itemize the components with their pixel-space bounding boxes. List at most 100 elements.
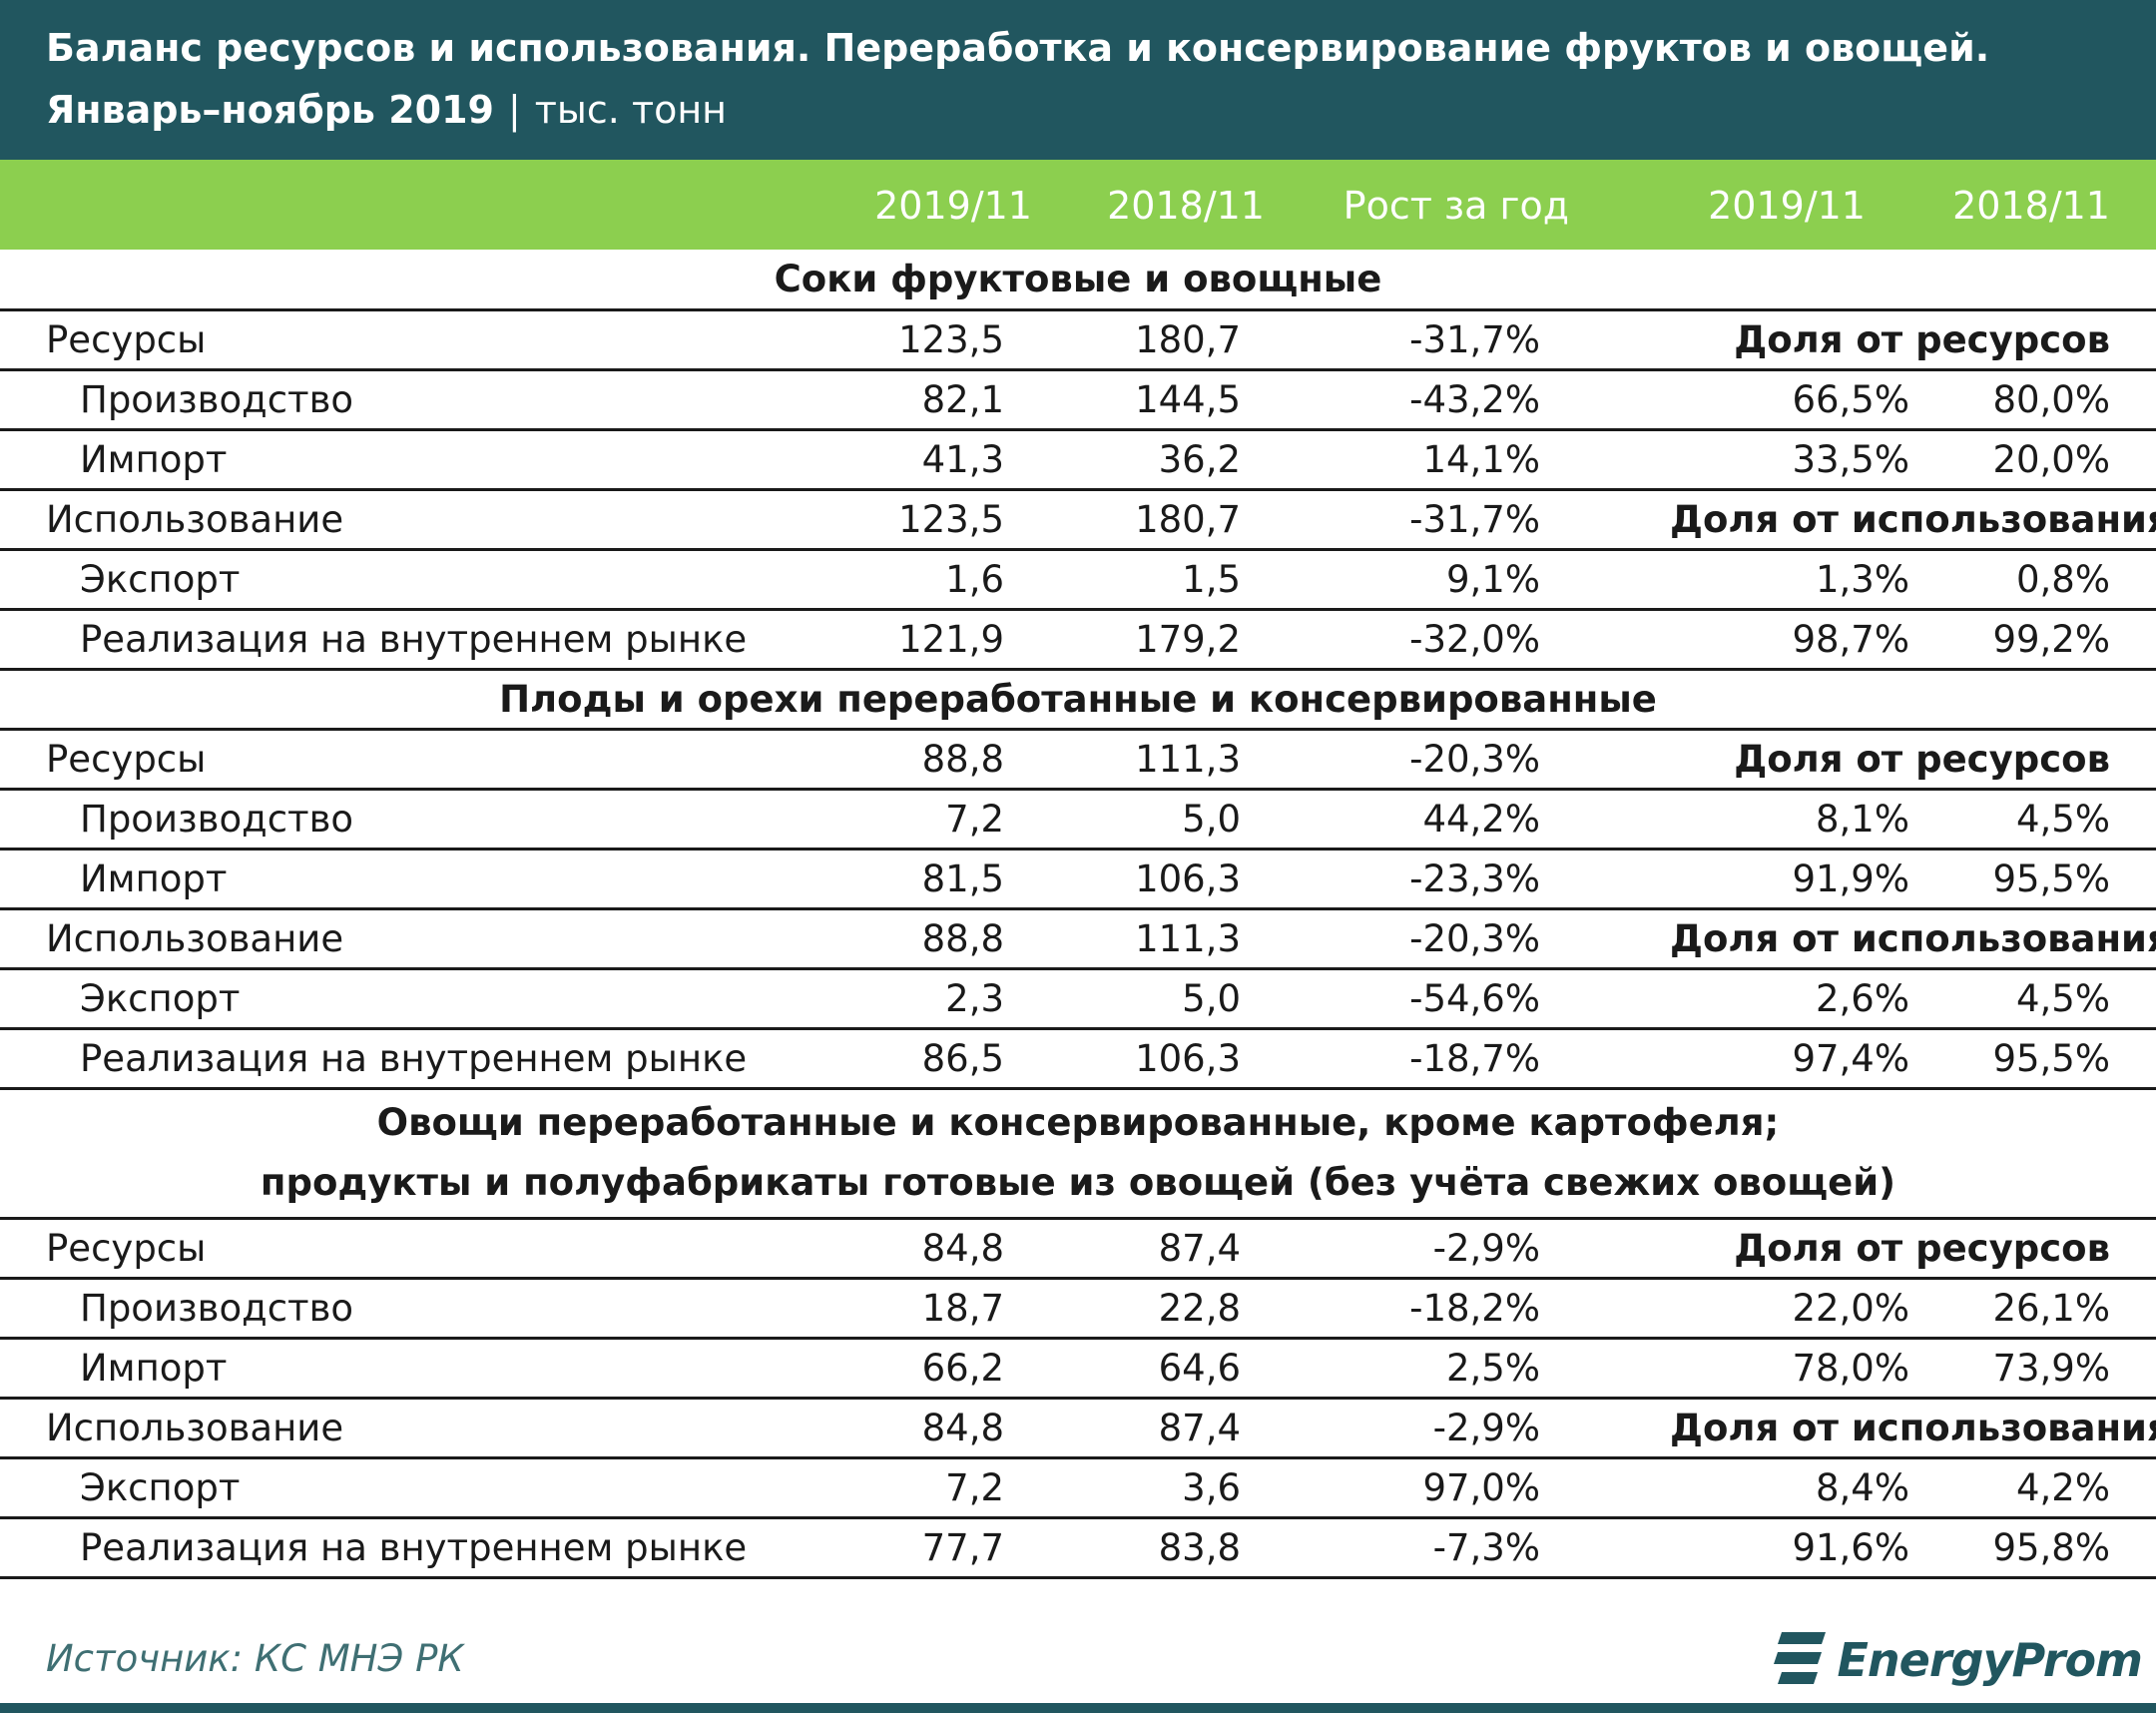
table-row: Ресурсы 84,8 87,4 -2,9% Доля от ресурсов: [0, 1218, 2156, 1280]
table-row: Использование 123,5 180,7 -31,7% Доля от исп…: [0, 489, 2156, 551]
cell-2018: 87,4: [1131, 1398, 1370, 1459]
cell-share-2019: 33,5%: [1670, 429, 1939, 491]
section-header: Овощи переработанные и консервированные,…: [0, 1088, 2156, 1220]
row-label: Ресурсы: [0, 309, 878, 371]
cell-2019: 88,8: [878, 908, 1131, 970]
table-row: Ресурсы 88,8 111,3 -20,3% Доля от ресурсов: [0, 729, 2156, 791]
table-row: Реализация на внутреннем рынке 86,5 106,3-…: [0, 1028, 2156, 1090]
cell-growth: 2,5%: [1370, 1338, 1670, 1400]
cell-2019: 84,8: [878, 1398, 1131, 1459]
cell-2018: 106,3: [1131, 849, 1370, 910]
section-title: Плоды и орехи переработанные и консервир…: [0, 669, 2156, 731]
cell-share-2019: 98,7%: [1670, 609, 1939, 671]
cell-2018: 179,2: [1131, 609, 1370, 671]
row-label: Экспорт: [0, 968, 878, 1030]
cell-growth: -2,9%: [1370, 1218, 1670, 1280]
row-label: Ресурсы: [0, 1218, 878, 1280]
cell-2018: 111,3: [1131, 729, 1370, 791]
cell-2019: 7,2: [878, 789, 1131, 851]
cell-share-2019: 78,0%: [1670, 1338, 1939, 1400]
row-label: Импорт: [0, 1338, 878, 1400]
cell-share-2018: 95,8%: [1939, 1517, 2156, 1579]
row-label: Использование: [0, 489, 878, 551]
table-row: Производство 82,1 144,5 -43,2% 66,5% 80,0%: [0, 369, 2156, 431]
row-label: Ресурсы: [0, 729, 878, 791]
cell-2019: 86,5: [878, 1028, 1131, 1090]
cell-2018: 180,7: [1131, 309, 1370, 371]
cell-growth: -18,7%: [1370, 1028, 1670, 1090]
col-header-share-2019: 2019/11: [1708, 184, 1866, 228]
cell-share-2018: 95,5%: [1939, 1028, 2156, 1090]
cell-2019: 123,5: [878, 309, 1131, 371]
cell-share-2019: 91,6%: [1670, 1517, 1939, 1579]
col-header-share-2018: 2018/11: [1952, 184, 2110, 228]
table-row: Ресурсы 123,5 180,7 -31,7% Доля от ресурсов: [0, 309, 2156, 371]
cell-share-2018: 20,0%: [1939, 429, 2156, 491]
cell-share-2018: 4,5%: [1939, 789, 2156, 851]
cell-growth: 14,1%: [1370, 429, 1670, 491]
cell-share-2018: 99,2%: [1939, 609, 2156, 671]
table-body: Соки фруктовые и овощные Ресурсы 123,5 180,…: [0, 250, 2156, 1579]
row-label: Производство: [0, 369, 878, 431]
cell-2019: 1,6: [878, 549, 1131, 611]
row-label: Реализация на внутреннем рынке: [0, 609, 878, 671]
section-header: Соки фруктовые и овощные: [0, 250, 2156, 311]
cell-2019: 41,3: [878, 429, 1131, 491]
share-label: Доля от использования: [1670, 1398, 2156, 1459]
cell-growth: 9,1%: [1370, 549, 1670, 611]
cell-2018: 3,6: [1131, 1457, 1370, 1519]
cell-share-2018: 26,1%: [1939, 1278, 2156, 1340]
cell-share-2018: 0,8%: [1939, 549, 2156, 611]
balance-table: Соки фруктовые и овощные Ресурсы 123,5 180,…: [0, 250, 2156, 1579]
row-label: Производство: [0, 789, 878, 851]
cell-growth: -20,3%: [1370, 729, 1670, 791]
cell-2019: 81,5: [878, 849, 1131, 910]
table-row: Производство 7,2 5,0 44,2% 8,1% 4,5%: [0, 789, 2156, 851]
table-row: Экспорт 1,6 1,5 9,1% 1,3% 0,8%: [0, 549, 2156, 611]
col-header-growth: Рост за год: [1343, 184, 1569, 228]
cell-share-2019: 97,4%: [1670, 1028, 1939, 1090]
section-header: Плоды и орехи переработанные и консервир…: [0, 669, 2156, 731]
row-label: Использование: [0, 1398, 878, 1459]
cell-2019: 82,1: [878, 369, 1131, 431]
cell-share-2018: 73,9%: [1939, 1338, 2156, 1400]
column-header-bar: 2019/11 2018/11 Рост за год 2019/11 2018…: [0, 160, 2156, 250]
row-label: Производство: [0, 1278, 878, 1340]
cell-share-2018: 95,5%: [1939, 849, 2156, 910]
cell-share-2019: 91,9%: [1670, 849, 1939, 910]
share-label: Доля от ресурсов: [1670, 1218, 2156, 1280]
cell-growth: -20,3%: [1370, 908, 1670, 970]
energyprom-logo-icon: [1773, 1632, 1826, 1684]
energyprom-logo: EnergyProm: [1772, 1625, 2143, 1695]
row-label: Реализация на внутреннем рынке: [0, 1028, 878, 1090]
table-row: Реализация на внутреннем рынке 121,9 179,2…: [0, 609, 2156, 671]
table-row: Экспорт 2,3 5,0 -54,6% 2,6% 4,5%: [0, 968, 2156, 1030]
share-label: Доля от использования: [1670, 489, 2156, 551]
row-label: Экспорт: [0, 549, 878, 611]
period-label: Январь–ноябрь 2019: [46, 88, 494, 132]
cell-2018: 83,8: [1131, 1517, 1370, 1579]
cell-growth: -31,7%: [1370, 309, 1670, 371]
cell-growth: -54,6%: [1370, 968, 1670, 1030]
cell-share-2019: 8,4%: [1670, 1457, 1939, 1519]
section-title-line: Овощи переработанные и консервированные,…: [376, 1101, 1780, 1144]
cell-share-2018: 4,5%: [1939, 968, 2156, 1030]
cell-share-2019: 1,3%: [1670, 549, 1939, 611]
section-title-line: продукты и полуфабрикаты готовые из овощ…: [260, 1161, 1896, 1204]
cell-2018: 111,3: [1131, 908, 1370, 970]
cell-2019: 77,7: [878, 1517, 1131, 1579]
cell-2019: 18,7: [878, 1278, 1131, 1340]
table-row: Использование 84,8 87,4 -2,9% Доля от исполь…: [0, 1398, 2156, 1459]
cell-2018: 5,0: [1131, 789, 1370, 851]
unit-label: тыс. тонн: [534, 88, 728, 132]
cell-growth: -23,3%: [1370, 849, 1670, 910]
cell-growth: -32,0%: [1370, 609, 1670, 671]
section-title: Соки фруктовые и овощные: [0, 250, 2156, 311]
cell-2018: 36,2: [1131, 429, 1370, 491]
table-row: Импорт 81,5 106,3 -23,3% 91,9% 95,5%: [0, 849, 2156, 910]
table-row: Импорт 41,3 36,2 14,1% 33,5% 20,0%: [0, 429, 2156, 491]
section-title: Овощи переработанные и консервированные,…: [0, 1088, 2156, 1220]
col-header-2019: 2019/11: [874, 184, 1032, 228]
cell-2018: 106,3: [1131, 1028, 1370, 1090]
share-label: Доля от ресурсов: [1670, 309, 2156, 371]
